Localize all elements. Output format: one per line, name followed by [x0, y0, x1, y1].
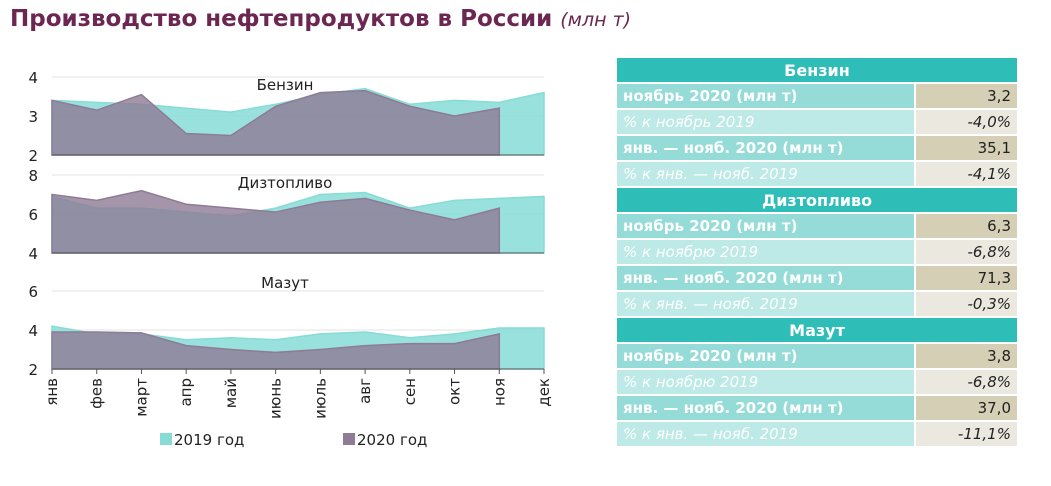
row-value: 3,2 — [914, 84, 1017, 110]
row-value: -4,1% — [914, 162, 1017, 188]
area-2020 — [51, 189, 501, 254]
row-label: % к ноябрь 2019 — [617, 110, 914, 136]
table-row: % к янв. — нояб. 2019 -11,1% — [617, 422, 1017, 448]
legend-2019-label: 2019 год — [174, 431, 244, 449]
table-section-header: Дизтопливо — [617, 188, 1017, 214]
x-tick-label: фев — [88, 378, 106, 409]
table-row: % к ноябрю 2019 -6,8% — [617, 370, 1017, 396]
y-tick-label: 6 — [28, 206, 38, 224]
table-row: % к ноябрь 2019 -4,0% — [617, 110, 1017, 136]
page-title: Производство нефтепродуктов в России (мл… — [10, 6, 631, 32]
row-value: 6,3 — [914, 214, 1017, 240]
row-label: % к янв. — нояб. 2019 — [617, 162, 914, 188]
row-value: 37,0 — [914, 396, 1017, 422]
table-row: янв. — нояб. 2020 (млн т) 35,1 — [617, 136, 1017, 162]
x-tick-label: май — [222, 378, 240, 408]
y-tick-label: 3 — [28, 108, 38, 126]
x-tick-label: июнь — [267, 378, 285, 419]
y-tick-label: 2 — [28, 361, 38, 379]
y-tick-label: 8 — [28, 167, 38, 185]
y-tick-label: 4 — [28, 69, 38, 87]
legend-2020-swatch — [343, 433, 355, 445]
row-label: янв. — нояб. 2020 (млн т) — [617, 266, 914, 292]
x-tick-label: окт — [446, 378, 464, 405]
row-label: % к янв. — нояб. 2019 — [617, 422, 914, 448]
x-tick-label: ноя — [490, 378, 508, 406]
row-label: ноябрь 2020 (млн т) — [617, 214, 914, 240]
row-label: % к ноябрю 2019 — [617, 370, 914, 396]
row-label: янв. — нояб. 2020 (млн т) — [617, 396, 914, 422]
table-row: ноябрь 2020 (млн т) 6,3 — [617, 214, 1017, 240]
table-row: ноябрь 2020 (млн т) 3,2 — [617, 84, 1017, 110]
row-value: -0,3% — [914, 292, 1017, 318]
table-row: янв. — нояб. 2020 (млн т) 71,3 — [617, 266, 1017, 292]
legend-2019-swatch — [160, 433, 172, 445]
x-tick-label: сен — [401, 378, 419, 405]
table-section-header: Мазут — [617, 318, 1017, 344]
area-2020 — [51, 331, 501, 370]
title-main: Производство нефтепродуктов в России — [10, 6, 553, 32]
x-tick-label: март — [132, 378, 150, 417]
production-area-chart: 2 3 4 Бензин 4 6 8 Дизтопливо 2 4 6 Мазут янв фев март… — [28, 69, 553, 449]
x-tick-label: янв — [43, 378, 61, 406]
row-label: % к ноябрю 2019 — [617, 240, 914, 266]
section-title: Мазут — [617, 318, 1017, 344]
panel-title: Дизтопливо — [238, 174, 333, 192]
y-tick-label: 4 — [28, 322, 38, 340]
section-title: Бензин — [617, 58, 1017, 84]
row-label: % к янв. — нояб. 2019 — [617, 292, 914, 318]
panel-title: Бензин — [257, 76, 314, 94]
x-tick-label: авг — [356, 378, 374, 404]
table-row: % к ноябрю 2019 -6,8% — [617, 240, 1017, 266]
row-value: -4,0% — [914, 110, 1017, 136]
x-tick-label: апр — [177, 378, 195, 407]
row-label: янв. — нояб. 2020 (млн т) — [617, 136, 914, 162]
row-value: -6,8% — [914, 240, 1017, 266]
table-row: ноябрь 2020 (млн т) 3,8 — [617, 344, 1017, 370]
x-tick-label: июль — [311, 378, 329, 419]
row-value: -6,8% — [914, 370, 1017, 396]
stats-table: Бензин ноябрь 2020 (млн т) 3,2 % к ноябрь… — [617, 58, 1017, 448]
area-2020 — [51, 89, 501, 156]
row-value: -11,1% — [914, 422, 1017, 448]
panel-title: Мазут — [261, 274, 309, 292]
legend-2020-label: 2020 год — [357, 431, 427, 449]
y-tick-label: 6 — [28, 283, 38, 301]
row-value: 3,8 — [914, 344, 1017, 370]
section-title: Дизтопливо — [617, 188, 1017, 214]
row-value: 35,1 — [914, 136, 1017, 162]
row-label: ноябрь 2020 (млн т) — [617, 344, 914, 370]
x-tick-label: дек — [535, 378, 553, 407]
y-tick-label: 2 — [28, 147, 38, 165]
title-unit: (млн т) — [560, 9, 632, 31]
y-tick-label: 4 — [28, 245, 38, 263]
row-label: ноябрь 2020 (млн т) — [617, 84, 914, 110]
table-row: % к янв. — нояб. 2019 -0,3% — [617, 292, 1017, 318]
table-section-header: Бензин — [617, 58, 1017, 84]
table-row: янв. — нояб. 2020 (млн т) 37,0 — [617, 396, 1017, 422]
table-row: % к янв. — нояб. 2019 -4,1% — [617, 162, 1017, 188]
row-value: 71,3 — [914, 266, 1017, 292]
